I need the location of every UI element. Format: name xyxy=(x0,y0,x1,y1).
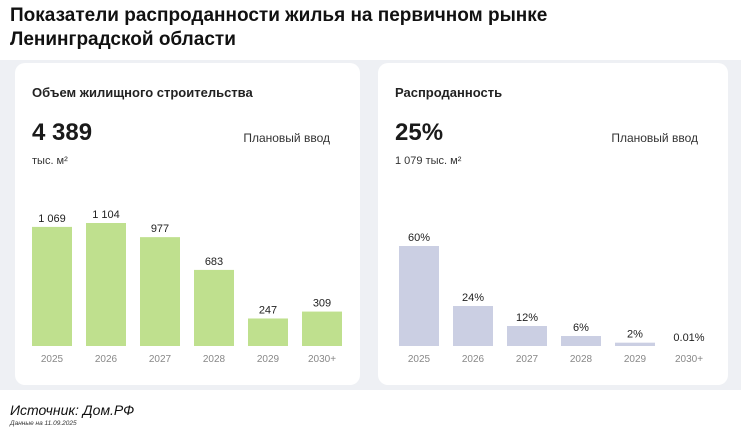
tick-label-2026: 2026 xyxy=(462,354,485,365)
data-label-2030+: 0.01% xyxy=(673,332,704,344)
tick-label-2028: 2028 xyxy=(570,354,593,365)
data-label-2026: 24% xyxy=(462,292,484,304)
sold-share-chart: 60% 2025 24% 2026 12% 2027 6% 2028 2% 2029 0.01% 20… xyxy=(399,232,705,365)
data-label-2030+: 309 xyxy=(313,298,331,310)
data-label-2027: 977 xyxy=(151,223,169,235)
construction-volume-title: Объем жилищного строительства xyxy=(32,85,253,100)
source-date: Данные на 11.09.2025 xyxy=(10,420,77,427)
data-label-2025: 1 069 xyxy=(38,213,66,225)
tick-label-2030+: 2030+ xyxy=(308,354,336,365)
data-label-2028: 6% xyxy=(573,322,589,334)
bar-2026 xyxy=(453,306,493,346)
bar-2026 xyxy=(86,223,126,346)
construction-volume-card: Объем жилищного строительства 4 389 тыс.… xyxy=(15,63,360,385)
bar-2029 xyxy=(248,318,288,346)
construction-plan-label: Плановый ввод xyxy=(243,131,330,145)
data-label-2029: 2% xyxy=(627,329,643,341)
data-label-2026: 1 104 xyxy=(92,209,120,221)
bar-2027 xyxy=(507,326,547,346)
data-label-2028: 683 xyxy=(205,256,223,268)
data-label-2025: 60% xyxy=(408,232,430,244)
sold-share-card: Распроданность 25% 1 079 тыс. м² Плановы… xyxy=(378,63,728,385)
data-label-2027: 12% xyxy=(516,312,538,324)
tick-label-2030+: 2030+ xyxy=(675,354,703,365)
construction-volume-total: 4 389 xyxy=(32,119,93,146)
tick-label-2027: 2027 xyxy=(149,354,172,365)
source-label: Источник: Дом.РФ xyxy=(10,402,135,418)
bar-2029 xyxy=(615,342,655,346)
bar-2027 xyxy=(140,237,180,346)
sold-share-plan-label: Плановый ввод xyxy=(611,131,698,145)
page-title: Показатели распроданности жилья на перви… xyxy=(10,5,548,50)
bar-2025 xyxy=(32,226,72,346)
bar-2025 xyxy=(399,246,439,346)
bar-2030+ xyxy=(302,311,342,346)
construction-volume-unit: тыс. м² xyxy=(32,155,68,167)
bar-2028 xyxy=(561,336,601,346)
tick-label-2025: 2025 xyxy=(41,354,64,365)
data-label-2029: 247 xyxy=(259,304,277,316)
sold-share-unit: 1 079 тыс. м² xyxy=(395,155,462,167)
tick-label-2025: 2025 xyxy=(408,354,431,365)
construction-volume-chart: 1 069 2025 1 104 2026 977 2027 683 2028 247 2029 3… xyxy=(32,209,342,365)
tick-label-2028: 2028 xyxy=(203,354,226,365)
tick-label-2029: 2029 xyxy=(624,354,647,365)
tick-label-2029: 2029 xyxy=(257,354,280,365)
sold-share-total: 25% xyxy=(395,119,444,146)
tick-label-2026: 2026 xyxy=(95,354,118,365)
bar-2028 xyxy=(194,269,234,346)
sold-share-title: Распроданность xyxy=(395,85,503,100)
tick-label-2027: 2027 xyxy=(516,354,539,365)
